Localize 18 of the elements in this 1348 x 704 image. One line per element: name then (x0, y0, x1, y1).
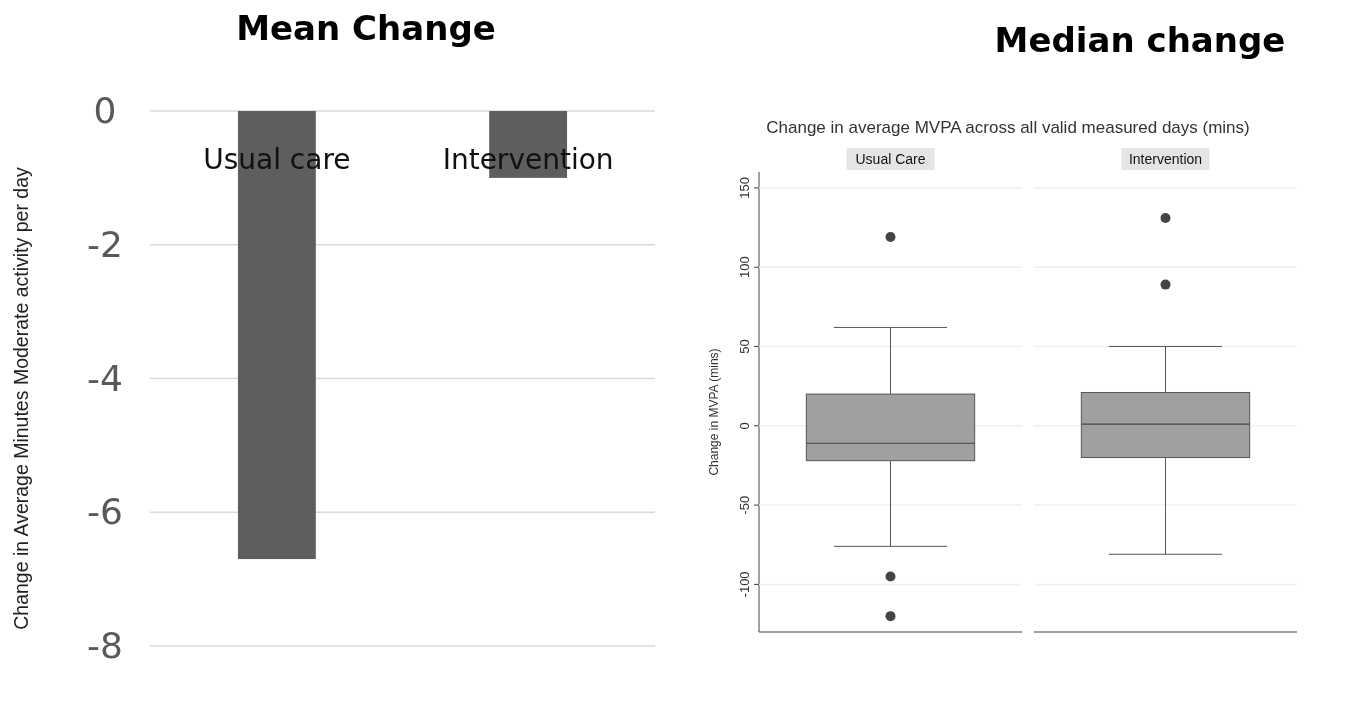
y-tick-label: -2 (87, 223, 123, 265)
y-axis-title: Change in MVPA (mins) (707, 348, 721, 476)
y-tick-label: 0 (737, 422, 752, 430)
y-axis-title: Change in Average Minutes Moderate activity per day (10, 167, 32, 630)
y-tick-label: -50 (737, 495, 752, 515)
y-tick-label: 50 (737, 339, 752, 354)
y-tick-label: 150 (737, 177, 752, 199)
y-tick-label: -4 (87, 357, 123, 399)
x-tick-label: Intervention (1128, 151, 1203, 167)
y-tick-label: 0 (93, 90, 117, 131)
chart-title: Median change (994, 20, 1286, 60)
x-tick-label: Usual Care (855, 151, 926, 167)
chart-subtitle: Change in average MVPA across all valid measured days (mins) (766, 118, 1250, 137)
y-tick-label: 100 (737, 256, 752, 279)
y-tick-label: -100 (737, 571, 752, 598)
y-tick-label: -8 (87, 625, 123, 666)
y-tick-label: -6 (87, 491, 123, 533)
chart-title: Mean Change (236, 8, 496, 48)
